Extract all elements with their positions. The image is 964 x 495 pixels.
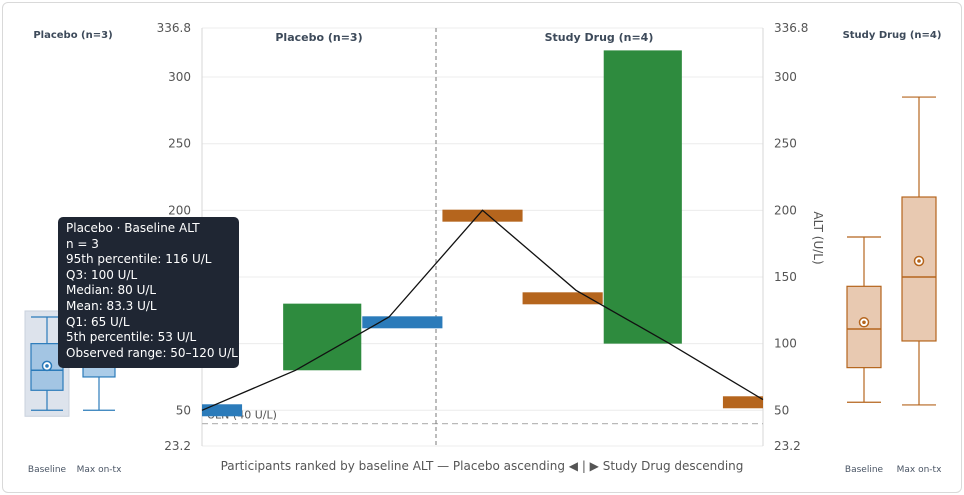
tooltip-line: 5th percentile: 53 U/L [66,330,197,345]
waterfall-plot: 336.8 300 250 200 150 100 50 23.2 336.8 300 250 20… [157,21,825,473]
studydrug-panel-title: Study Drug (n=4) [843,30,942,41]
baseline-tooltip: Placebo · Baseline ALT n = 3 95th percen… [58,217,239,368]
right-axis-ticks: 336.8 300 250 200 150 100 50 23.2 [774,21,808,453]
box-mean-dot [45,364,49,368]
placebo-baseline-xlabel: Baseline [28,465,67,475]
right-tick-label: 150 [774,270,797,284]
baseline-bar [522,292,603,305]
right-tick-label: 23.2 [774,439,801,453]
left-tick-label: 300 [168,70,191,84]
tooltip-line: Placebo · Baseline ALT [66,221,200,235]
baseline-bar [442,209,523,222]
right-tick-label: 300 [774,70,797,84]
left-tick-label: 336.8 [157,21,191,35]
right-tick-label: 50 [774,403,789,417]
baseline-bar [722,396,763,409]
placebo-panel-title: Placebo (n=3) [33,30,112,41]
tooltip-line: Q1: 65 U/L [66,314,130,329]
box-mean-dot [917,259,921,263]
right-y-axis-title: ALT (U/L) [811,211,825,264]
tooltip-line: n = 3 [66,236,99,251]
left-tick-label: 23.2 [164,439,191,453]
change-bar [283,303,362,371]
right-tick-label: 200 [774,203,797,217]
right-tick-label: 250 [774,137,797,151]
change-bar [603,50,682,344]
trend-line [201,209,764,411]
box-iqr [846,285,882,369]
placebo-maxtx-xlabel: Max on-tx [77,465,122,475]
right-tick-label: 100 [774,337,797,351]
studydrug-maxtx-xlabel: Max on-tx [897,465,942,475]
box-iqr [901,196,937,342]
left-tick-label: 250 [168,137,191,151]
left-tick-label: 50 [176,403,191,417]
studydrug-baseline-xlabel: Baseline [845,465,884,475]
studydrug-group-label: Study Drug (n=4) [545,31,654,44]
studydrug-boxplot-panel: Study Drug (n=4) Baseline Max on-tx [843,30,942,475]
baseline-bar [362,316,443,329]
x-axis-title: Participants ranked by baseline ALT — Pl… [221,459,744,473]
tooltip-line: Mean: 83.3 U/L [66,298,157,313]
bars [202,50,763,417]
tooltip-line: Q3: 100 U/L [66,267,138,282]
tooltip-line: Median: 80 U/L [66,283,157,298]
left-tick-label: 200 [168,203,191,217]
right-tick-label: 336.8 [774,21,808,35]
tooltip-line: Observed range: 50–120 U/L [66,345,238,360]
placebo-group-label: Placebo (n=3) [275,31,362,44]
baseline-bar [202,404,243,417]
box-mean-dot [862,320,866,325]
tooltip-line: 95th percentile: 116 U/L [66,252,212,267]
